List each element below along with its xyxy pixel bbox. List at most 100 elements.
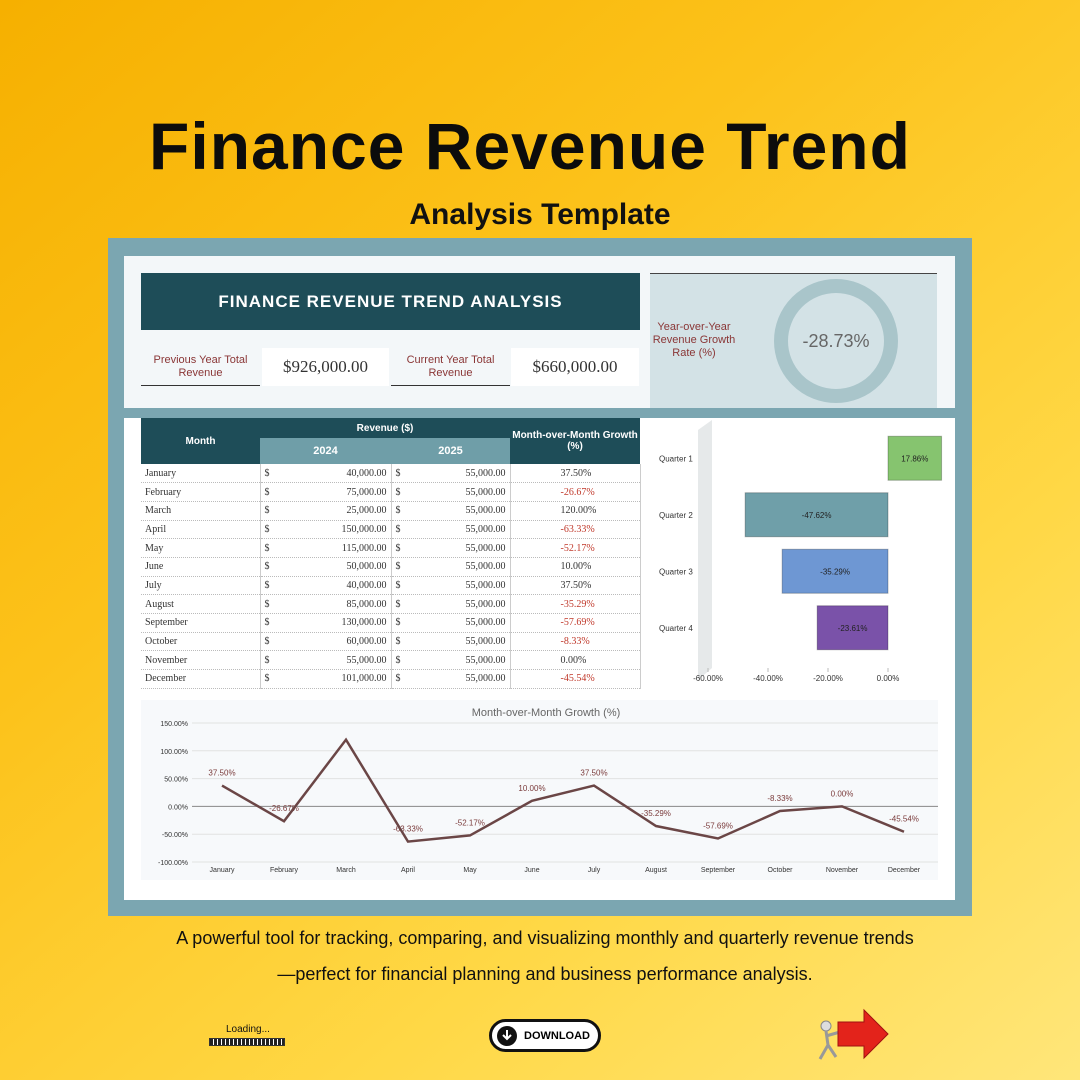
amount: 150,000.00 [341,523,387,535]
revenue-value: $55,000.00 [396,580,506,591]
revenue-cell: $55,000.00 [391,538,511,558]
currency-symbol: $ [395,523,401,535]
revenue-cell: $40,000.00 [260,464,392,484]
dashboard-title: FINANCE REVENUE TREND ANALYSIS [141,273,640,330]
currency-symbol: $ [264,636,270,648]
point-label: 0.00% [831,789,854,798]
growth-cell: -52.17% [510,538,641,558]
x-tick-label: December [888,867,921,874]
bar-label: -35.29% [820,567,850,576]
x-tick-label: 0.00% [877,674,900,683]
table-row: May $115,000.00 $55,000.00 -52.17% [141,538,641,558]
amount: 55,000.00 [465,505,506,517]
donut-ring [774,279,898,403]
revenue-cell: $55,000.00 [391,557,511,577]
loading-text: Loading... [226,1024,270,1035]
revenue-cell: $101,000.00 [260,669,392,689]
header-cell[interactable]: 2024 [260,438,391,464]
month-cell: August [141,594,261,614]
growth-cell: -26.67% [510,482,641,502]
revenue-value: $85,000.00 [265,599,387,610]
month-cell: March [141,501,261,521]
category-label: Quarter 1 [659,454,693,463]
description-line: —perfect for financial planning and busi… [277,964,813,984]
revenue-cell: $55,000.00 [391,501,511,521]
header-cell[interactable]: 2025 [391,438,510,464]
point-label: -57.69% [703,821,733,830]
table-body: January $40,000.00 $55,000.00 37.50% Februar… [141,464,641,689]
month-cell: May [141,538,261,558]
revenue-value: $130,000.00 [265,617,387,628]
revenue-value: $40,000.00 [265,580,387,591]
amount: 55,000.00 [465,579,506,591]
currency-symbol: $ [395,505,401,517]
amount: 55,000.00 [465,486,506,498]
arrow-icon [818,1008,889,1060]
revenue-value: $55,000.00 [396,468,506,479]
x-tick-label: October [768,867,794,874]
bar [781,548,889,594]
point-label: -26.67% [269,804,299,813]
amount: 55,000.00 [465,673,506,685]
header-cell: Month [141,418,260,464]
revenue-value: $55,000.00 [396,524,506,535]
revenue-cell: $55,000.00 [391,576,511,596]
header-cell: Month-over-Month Growth (%) [510,418,640,464]
chart-wall [698,420,712,680]
currency-symbol: $ [395,467,401,479]
point-label: -52.17% [455,818,485,827]
revenue-value: $50,000.00 [265,561,387,572]
y-tick-label: 100.00% [160,749,188,756]
amount: 55,000.00 [465,617,506,629]
growth-cell: -63.33% [510,520,641,540]
revenue-value: $55,000.00 [396,655,506,666]
currency-symbol: $ [395,598,401,610]
revenue-cell: $150,000.00 [260,520,392,540]
growth-cell: -57.69% [510,613,641,633]
x-tick-label: -60.00% [693,674,723,683]
point-label: 37.50% [580,769,607,778]
currency-symbol: $ [264,673,270,685]
revenue-value: $150,000.00 [265,524,387,535]
line [221,737,905,843]
growth-cell: -35.29% [510,594,641,614]
currency-symbol: $ [264,579,270,591]
kpi-value: $926,000.00 [262,348,389,386]
currency-symbol: $ [395,542,401,554]
revenue-value: $55,000.00 [396,673,506,684]
currency-symbol: $ [395,636,401,648]
x-tick-label: July [588,867,601,874]
chart-title: Month-over-Month Growth (%) [472,707,621,719]
category-label: Quarter 4 [659,624,693,633]
revenue-value: $55,000.00 [265,655,387,666]
revenue-value: $40,000.00 [265,468,387,479]
x-tick-label: August [645,867,667,874]
download-button[interactable]: DOWNLOAD [489,1019,601,1052]
bar-label: 17.86% [901,454,928,463]
growth-cell: 120.00% [510,501,641,521]
currency-symbol: $ [395,579,401,591]
amount: 85,000.00 [346,598,387,610]
currency-symbol: $ [264,561,270,573]
amount: 75,000.00 [346,486,387,498]
x-tick-label: -20.00% [813,674,843,683]
revenue-cell: $55,000.00 [391,613,511,633]
description-line: A powerful tool for tracking, comparing,… [176,928,914,948]
page-title: Finance Revenue Trend [149,109,911,183]
x-tick-label: February [270,867,299,874]
donut: -28.73% [774,279,898,403]
amount: 40,000.00 [346,467,387,479]
revenue-cell: $85,000.00 [260,594,392,614]
point-label: -45.54% [889,815,919,824]
currency-symbol: $ [395,673,401,685]
revenue-value: $55,000.00 [396,543,506,554]
revenue-value: $55,000.00 [396,617,506,628]
revenue-cell: $115,000.00 [260,538,392,558]
point-label: -8.33% [767,794,792,803]
revenue-value: $55,000.00 [396,487,506,498]
revenue-table: Month Revenue ($) Month-over-Month Growth … [141,418,641,689]
y-tick-label: 150.00% [160,721,188,728]
amount: 60,000.00 [346,636,387,648]
currency-symbol: $ [264,486,270,498]
